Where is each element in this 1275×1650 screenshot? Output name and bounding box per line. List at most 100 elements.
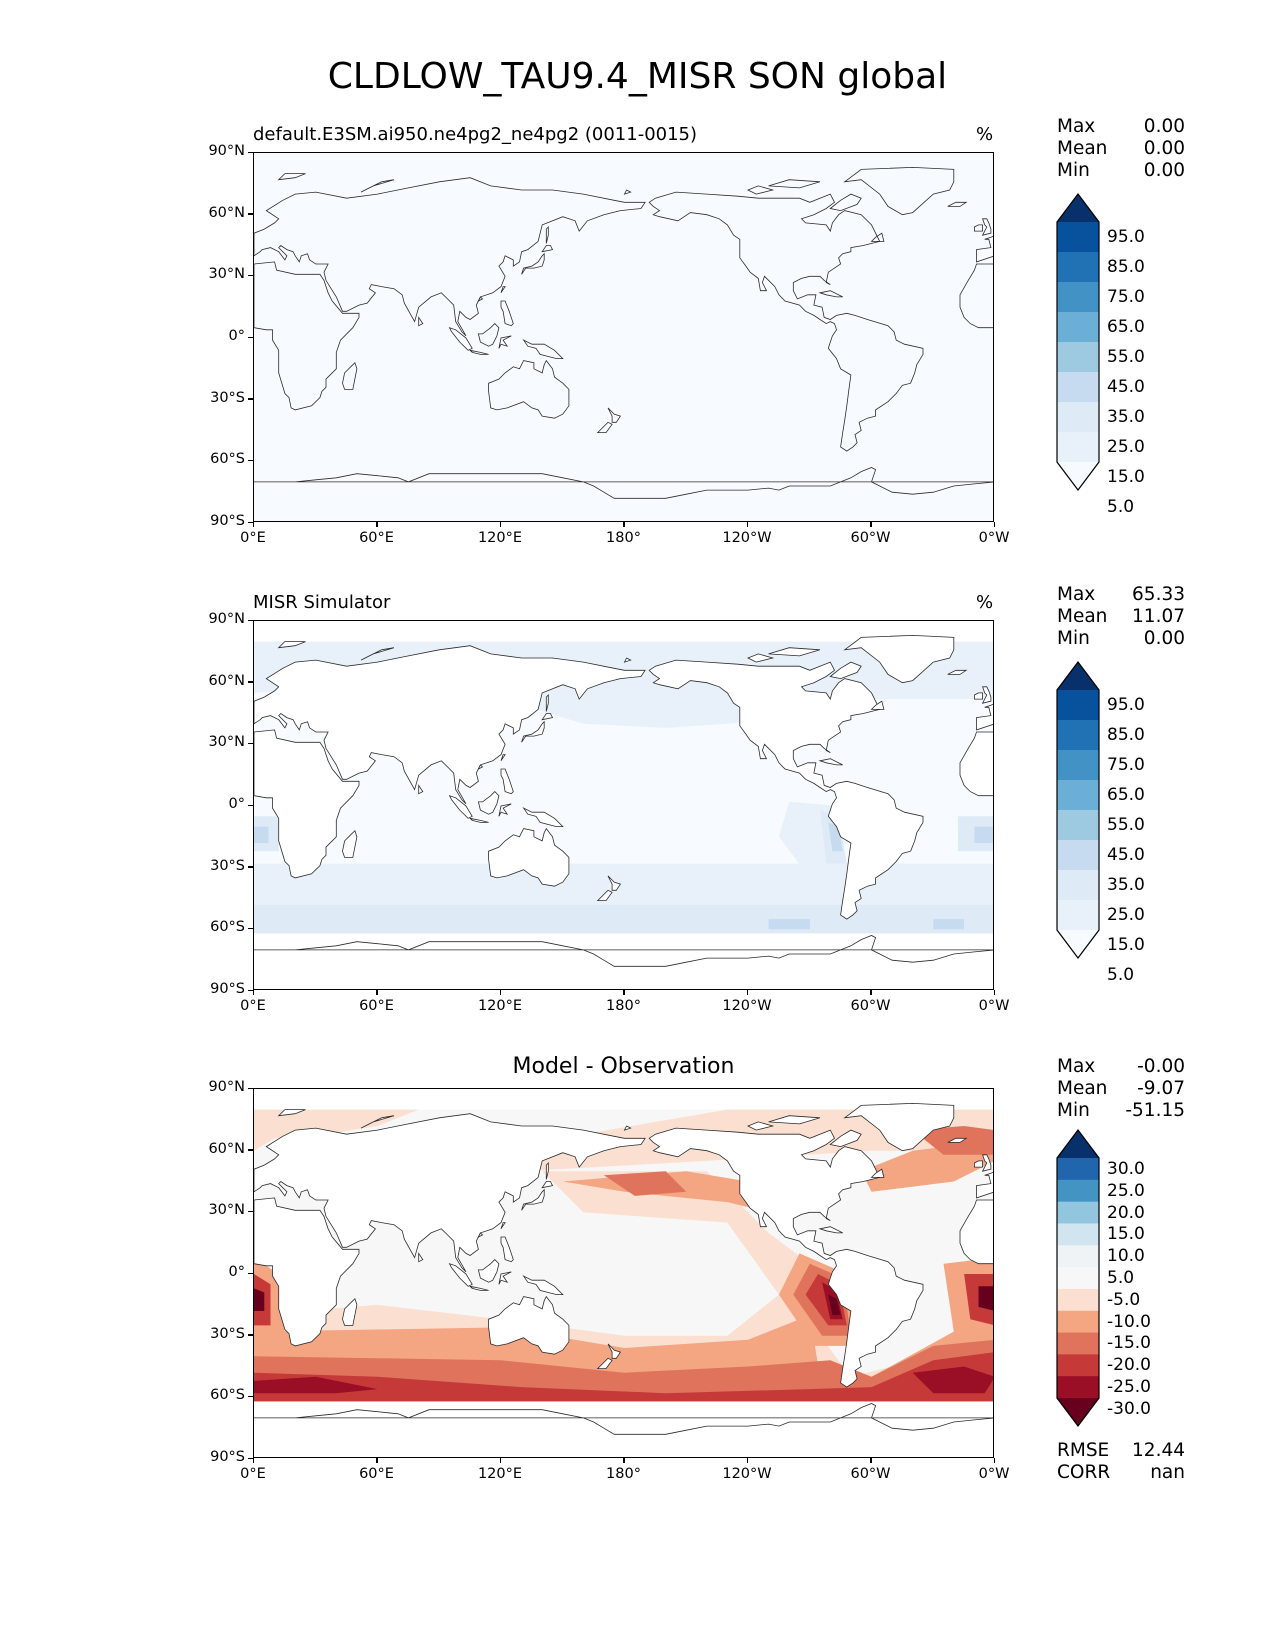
x-tick-label: 120°E [477,998,523,1014]
coastline-africa_e [254,729,360,879]
colorbar-tick-label: 45.0 [1107,845,1145,865]
coastline-baffin [829,661,862,680]
coastline-kamchatka_isl [623,189,632,195]
stat-row: RMSE 12.44 [1057,1440,1185,1462]
colorbar-tick-label: -10.0 [1107,1311,1151,1332]
coastline-taiwan [500,754,506,762]
coastline-africa_e [254,261,360,411]
coastline-arctic_isl2 [747,653,775,663]
stat-label: Mean [1057,1078,1108,1099]
colorbar-tick-label: 55.0 [1107,815,1145,835]
coastline-hainan [477,1232,484,1238]
colorbar-tick-label: 65.0 [1107,317,1145,337]
colorbar-band [1057,372,1099,403]
stat-value: -9.07 [1137,1078,1185,1099]
y-tick-label: 60°S [210,451,245,468]
x-tick-mark [993,990,995,995]
stat-label: Max [1057,1056,1096,1077]
y-tick-label: 60°N [208,1140,245,1157]
coastline-taiwan [500,286,506,294]
coastline-kamchatka_isl [623,657,632,663]
coastline-hainan [477,764,484,770]
y-tick-label: 90°S [210,981,245,997]
colorbar-band [1057,1245,1099,1268]
colorbar-band [1057,1288,1099,1312]
colorbar-tick-label: 95.0 [1107,227,1145,247]
y-tick-mark [248,151,253,153]
coastline-sakhalin [545,694,549,712]
x-tick-mark [252,1458,254,1463]
y-tick-mark [248,927,253,930]
coastline-antarctica [254,467,993,499]
x-tick-label: 120°W [722,998,772,1014]
y-tick-label: 90°S [210,1449,245,1465]
coastline-madagascar [342,1297,358,1326]
colorbar-tick-label: 5.0 [1107,497,1135,517]
coastline-sumatra [448,327,473,351]
coastline-africa_w [959,731,993,797]
x-tick-mark [623,522,625,527]
x-tick-mark [252,522,254,527]
field-contour-3 [254,904,993,934]
colorbar-tick-label: 65.0 [1107,785,1145,805]
colorbar [1056,661,1100,959]
x-tick-mark [993,522,995,527]
colorbar-tick-label: 5.0 [1107,965,1135,985]
stat-value: nan [1150,1462,1185,1483]
colorbar-band [1057,900,1099,931]
colorbar-band [1057,720,1099,751]
x-tick-mark [252,990,254,995]
stats-block: Max 65.33 Mean 11.07 Min 0.00 [1057,584,1185,650]
coastline-baffin [829,1129,862,1148]
x-tick-label: 0°W [978,530,1010,546]
coastline-cuba [818,1226,843,1234]
coastline-srilanka [418,1252,424,1263]
x-tick-label: 180° [606,1466,641,1482]
stat-label: Mean [1057,606,1108,627]
colorbar-tick-label: 45.0 [1107,377,1145,397]
coastline-europe_w [976,235,993,263]
map-model [253,152,994,522]
stat-row: Max 65.33 [1057,584,1185,606]
y-tick-mark [248,459,253,462]
stat-row: CORR nan [1057,1462,1185,1484]
field-contour-9 [254,1352,993,1402]
y-tick-mark [248,681,253,683]
coastline-kamchatka_isl [623,1125,632,1131]
coastline-novaya [360,179,395,193]
coastline-baffin [829,193,862,212]
coastline-greenland [843,634,955,684]
y-tick-mark [248,1457,253,1459]
y-tick-label: 30°N [208,734,245,751]
x-tick-mark [870,522,872,527]
colorbar-band [1057,750,1099,781]
colorbar-band [1057,1223,1099,1246]
coastline-africa_e [254,1197,360,1347]
y-tick-mark [248,1210,253,1213]
x-tick-mark [376,990,378,995]
colorbar-tick-label: 75.0 [1107,755,1145,775]
coastline-americas [648,191,924,452]
colorbar-band [1057,1354,1099,1377]
colorbar-band [1057,1376,1099,1399]
x-tick-mark [499,990,501,995]
y-tick-label: 90°N [208,1079,245,1095]
colorbar-extend-min [1057,930,1099,958]
colorbar-tick-label: 25.0 [1107,1180,1145,1201]
stat-label: Min [1057,160,1090,181]
coastline-newguinea [522,807,564,828]
coastline-britain [981,1154,992,1172]
coastline-antarctica [254,1403,993,1435]
coastline-svalbard [277,641,306,649]
colorbar-tick-label: 75.0 [1107,287,1145,307]
colorbar-band [1057,312,1099,343]
coastline-nz2 [596,1357,613,1370]
stat-value: -51.15 [1125,1100,1185,1121]
y-tick-mark [248,1087,253,1089]
x-tick-mark [623,1458,625,1463]
coastline-newguinea [522,1275,564,1296]
map-diff [253,1088,994,1458]
coastline-philippines [500,300,514,327]
coastline-madagascar [342,361,358,390]
colorbar-outline [1056,661,1100,959]
